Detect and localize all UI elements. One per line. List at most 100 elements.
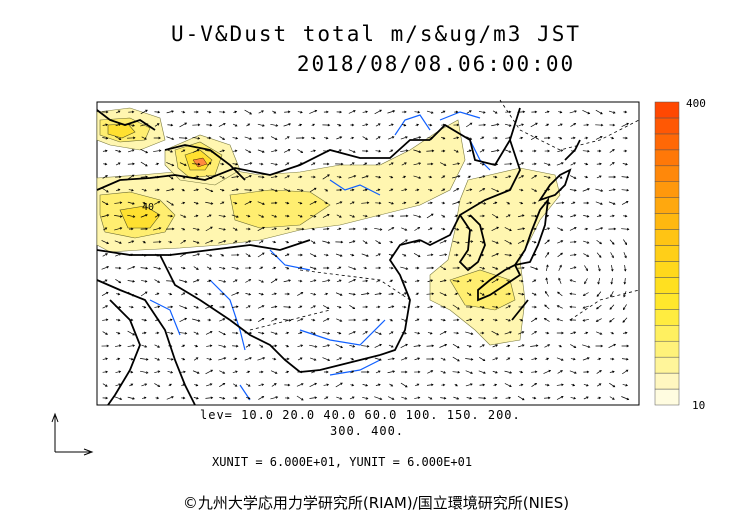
wind-arrow-head bbox=[249, 357, 252, 360]
wind-arrow-head bbox=[117, 162, 121, 165]
wind-arrow-head bbox=[612, 162, 615, 165]
wind-arrow bbox=[609, 239, 615, 245]
wind-arrow bbox=[375, 136, 381, 140]
wind-arrow bbox=[140, 123, 148, 127]
wind-arrow bbox=[336, 279, 342, 283]
wind-arrow-head bbox=[469, 396, 473, 400]
wind-arrow-head bbox=[313, 175, 316, 179]
wind-arrow bbox=[193, 189, 199, 191]
wind-arrow-head bbox=[299, 201, 303, 205]
wind-arrow-head bbox=[520, 253, 524, 257]
wind-arrow-head bbox=[623, 268, 627, 272]
wind-arrow-head bbox=[157, 345, 161, 348]
wind-arrow-head bbox=[171, 396, 174, 399]
wind-arrow bbox=[557, 305, 563, 309]
wind-arrow-head bbox=[469, 344, 472, 348]
wind-arrow-head bbox=[313, 305, 316, 308]
wind-arrow-head bbox=[275, 163, 278, 166]
wind-arrow bbox=[166, 188, 174, 192]
wind-arrow-head bbox=[377, 279, 381, 282]
wind-arrow bbox=[102, 358, 108, 360]
wind-arrow-head bbox=[197, 162, 201, 166]
wind-arrow-head bbox=[222, 305, 226, 309]
wind-arrow-head bbox=[365, 383, 369, 387]
wind-arrow bbox=[166, 200, 174, 206]
wind-arrow-head bbox=[534, 293, 537, 296]
wind-arrow-head bbox=[625, 200, 629, 204]
wind-arrow-head bbox=[404, 110, 407, 114]
wind-arrow bbox=[271, 383, 277, 387]
wind-arrow bbox=[583, 396, 589, 400]
wind-arrow bbox=[322, 318, 330, 322]
wind-arrow-head bbox=[300, 189, 304, 192]
wind-arrow-head bbox=[169, 240, 173, 244]
wind-arrow-head bbox=[353, 110, 356, 113]
wind-arrow bbox=[413, 162, 421, 166]
wind-arrow-head bbox=[610, 281, 614, 285]
wind-arrow bbox=[336, 357, 342, 361]
wind-arrow-head bbox=[405, 384, 408, 388]
wind-arrow bbox=[452, 280, 460, 282]
wind-arrow-head bbox=[430, 111, 434, 114]
wind-arrow bbox=[271, 318, 277, 322]
wind-arrow-head bbox=[584, 281, 587, 285]
wind-arrow bbox=[531, 292, 537, 296]
wind-arrow-head bbox=[131, 188, 134, 192]
wind-arrow-head bbox=[456, 188, 460, 191]
wind-arrow-head bbox=[274, 318, 278, 321]
wind-arrow bbox=[584, 265, 588, 271]
wind-arrow bbox=[427, 202, 433, 204]
wind-arrow-head bbox=[547, 188, 551, 191]
wind-arrow-head bbox=[533, 201, 537, 205]
wind-arrow-head bbox=[494, 201, 498, 205]
wind-arrow-head bbox=[508, 319, 511, 322]
wind-arrow bbox=[322, 344, 330, 348]
wind-arrow bbox=[400, 357, 408, 361]
wind-arrow-head bbox=[105, 332, 108, 335]
wind-arrow-head bbox=[417, 254, 421, 258]
wind-arrow-head bbox=[145, 150, 149, 154]
wind-arrow-head bbox=[157, 370, 161, 373]
wind-arrow-head bbox=[195, 344, 199, 348]
wind-arrow-head bbox=[261, 110, 264, 113]
wind-arrow bbox=[583, 240, 589, 244]
wind-arrow bbox=[400, 136, 408, 140]
wind-arrow bbox=[611, 264, 613, 272]
wind-arrow bbox=[544, 344, 550, 348]
wind-arrow bbox=[388, 344, 394, 348]
wind-arrow-head bbox=[379, 292, 382, 296]
wind-arrow-head bbox=[600, 344, 604, 348]
wind-arrow bbox=[284, 227, 290, 231]
wind-arrow-head bbox=[470, 332, 474, 335]
wind-arrow-head bbox=[351, 123, 355, 127]
wind-arrow-head bbox=[105, 136, 109, 140]
wind-arrow-head bbox=[416, 201, 420, 205]
wind-arrow bbox=[192, 253, 200, 257]
wind-arrow bbox=[271, 293, 277, 295]
wind-arrow bbox=[544, 318, 550, 322]
wind-arrow-head bbox=[546, 110, 550, 114]
wind-arrow-head bbox=[156, 318, 160, 322]
wind-arrow bbox=[557, 123, 563, 127]
wind-arrow-head bbox=[118, 318, 121, 322]
borders bbox=[249, 99, 640, 331]
wind-arrow bbox=[245, 293, 251, 295]
wind-arrow-head bbox=[196, 175, 200, 179]
wind-arrow bbox=[205, 175, 213, 179]
wind-arrow-head bbox=[470, 228, 473, 232]
wind-arrow-head bbox=[249, 318, 253, 322]
wind-arrow-head bbox=[573, 162, 576, 165]
wind-arrow-head bbox=[612, 202, 616, 205]
contour-label: 40 bbox=[142, 202, 154, 213]
wind-arrow-head bbox=[534, 370, 538, 374]
wind-arrow-head bbox=[599, 175, 602, 178]
wind-arrow bbox=[102, 137, 108, 139]
wind-arrow-head bbox=[403, 305, 407, 309]
wind-arrow-head bbox=[118, 137, 122, 140]
wind-arrow-head bbox=[417, 331, 421, 335]
wind-arrow-head bbox=[612, 214, 615, 218]
wind-arrow bbox=[388, 123, 394, 127]
wind-arrow-head bbox=[534, 162, 537, 166]
wind-arrow bbox=[413, 345, 421, 347]
wind-arrow bbox=[114, 396, 122, 400]
